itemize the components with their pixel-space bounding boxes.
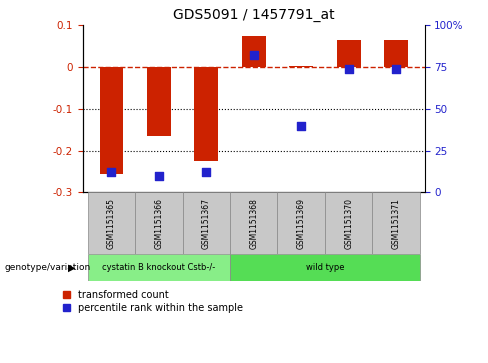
Text: wild type: wild type — [305, 263, 344, 272]
Text: GSM1151369: GSM1151369 — [297, 198, 305, 249]
Bar — [135, 192, 183, 254]
Point — [392, 66, 400, 72]
Text: GSM1151366: GSM1151366 — [154, 198, 163, 249]
Text: GSM1151368: GSM1151368 — [249, 198, 258, 249]
Bar — [384, 40, 408, 67]
Point — [107, 170, 115, 175]
Text: cystatin B knockout Cstb-/-: cystatin B knockout Cstb-/- — [102, 263, 216, 272]
Bar — [337, 40, 361, 67]
Bar — [88, 192, 135, 254]
Bar — [183, 192, 230, 254]
Bar — [194, 67, 218, 161]
Text: GSM1151367: GSM1151367 — [202, 198, 211, 249]
Bar — [278, 192, 325, 254]
Bar — [230, 192, 278, 254]
Text: ▶: ▶ — [68, 263, 76, 273]
Point — [345, 66, 352, 72]
Text: GSM1151370: GSM1151370 — [344, 198, 353, 249]
Bar — [147, 67, 171, 136]
Text: genotype/variation: genotype/variation — [5, 263, 91, 272]
Text: GSM1151371: GSM1151371 — [391, 198, 401, 249]
Text: GSM1151365: GSM1151365 — [107, 198, 116, 249]
Point — [250, 53, 258, 58]
Point — [203, 170, 210, 175]
Bar — [242, 36, 265, 67]
Title: GDS5091 / 1457791_at: GDS5091 / 1457791_at — [173, 8, 335, 22]
Legend: transformed count, percentile rank within the sample: transformed count, percentile rank withi… — [63, 290, 243, 313]
Bar — [88, 254, 230, 281]
Bar — [289, 66, 313, 67]
Bar — [325, 192, 372, 254]
Bar — [100, 67, 123, 174]
Bar — [372, 192, 420, 254]
Point — [155, 173, 163, 179]
Point — [297, 123, 305, 129]
Bar — [230, 254, 420, 281]
